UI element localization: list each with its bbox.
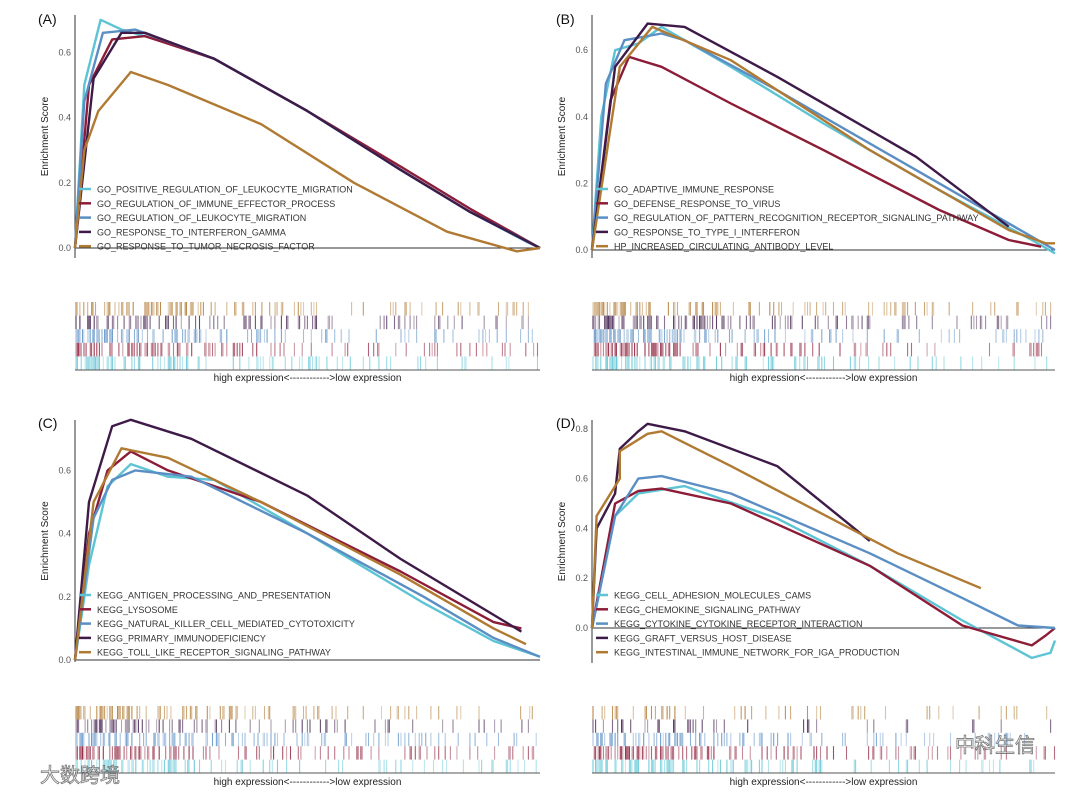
y-tick-label: 0.0: [575, 245, 588, 255]
legend-label: KEGG_TOLL_LIKE_RECEPTOR_SIGNALING_PATHWA…: [97, 648, 331, 658]
series-line-cyan: [590, 484, 1057, 660]
panel-label: (A): [38, 11, 57, 27]
y-tick-label: 0.4: [575, 112, 588, 122]
rug-row-red: [75, 342, 539, 357]
series-line-purple: [590, 22, 1010, 251]
panel-c: (C) 0.0 0.2 0.4 0.6 Enrichment Score KEGG_ANTI…: [38, 415, 541, 788]
watermark-right: 中科生信: [955, 734, 1035, 757]
series-line-cyan: [73, 462, 541, 661]
rug-row-cyan: [592, 759, 1035, 773]
y-tick-label: 0.2: [575, 573, 588, 583]
rug-row-cyan: [75, 356, 539, 370]
legend-label: HP_INCREASED_CIRCULATING_ANTIBODY_LEVEL: [614, 242, 833, 252]
panel-label: (D): [556, 415, 575, 431]
legend-label: KEGG_GRAFT_VERSUS_HOST_DISEASE: [614, 633, 792, 643]
x-axis-label: high expression<------------>low express…: [214, 777, 402, 788]
legend-label: GO_DEFENSE_RESPONSE_TO_VIRUS: [614, 199, 780, 209]
series-line-blue: [590, 474, 1056, 630]
series-line-brown: [73, 70, 541, 253]
x-axis-label: high expression<------------>low express…: [730, 373, 918, 384]
rug-row-purple: [592, 719, 1052, 733]
watermark-left: 大数跨境: [40, 764, 120, 787]
y-tick-label: 0.6: [575, 474, 588, 484]
rug-row-blue: [75, 732, 537, 747]
rug-row-brown: [592, 302, 1052, 316]
y-axis-label: Enrichment Score: [40, 96, 51, 176]
y-axis-label: Enrichment Score: [557, 96, 568, 176]
panel-label: (B): [556, 11, 575, 27]
rug-row-blue: [75, 329, 533, 343]
x-axis-label: high expression<------------>low express…: [730, 777, 918, 788]
legend-label: KEGG_CELL_ADHESION_MOLECULES_CAMS: [614, 591, 811, 601]
y-tick-label: 0.8: [575, 424, 588, 434]
y-tick-label: 0.6: [575, 45, 588, 55]
y-tick-label: 0.6: [58, 465, 71, 475]
legend-label: KEGG_CYTOKINE_CYTOKINE_RECEPTOR_INTERACT…: [614, 619, 863, 629]
rug-row-purple: [592, 315, 1052, 330]
y-tick-label: 0.0: [58, 655, 71, 665]
legend-label: KEGG_INTESTINAL_IMMUNE_NETWORK_FOR_IGA_P…: [614, 648, 900, 658]
legend-label: KEGG_NATURAL_KILLER_CELL_MEDIATED_CYTOTO…: [97, 619, 355, 629]
panel-b: (B) 0.0 0.2 0.4 0.6 Enrichment Score GO_ADAPTI…: [556, 11, 1056, 384]
rug-row-brown: [75, 302, 529, 316]
rug-row-cyan: [75, 759, 537, 773]
legend-label: GO_ADAPTIVE_IMMUNE_RESPONSE: [614, 185, 774, 195]
rug-row-red: [593, 746, 1056, 760]
legend-label: KEGG_ANTIGEN_PROCESSING_AND_PRESENTATION: [97, 591, 331, 601]
legend-label: KEGG_CHEMOKINE_SIGNALING_PATHWAY: [614, 605, 801, 615]
legend-label: GO_RESPONSE_TO_TUMOR_NECROSIS_FACTOR: [97, 242, 315, 252]
y-tick-label: 0.4: [58, 113, 71, 123]
y-axis-label: Enrichment Score: [40, 501, 51, 581]
rug-row-red: [593, 342, 1043, 357]
series-line-purple: [590, 422, 871, 629]
legend-label: GO_REGULATION_OF_PATTERN_RECOGNITION_REC…: [614, 213, 979, 223]
panel-a: (A) 0.0 0.2 0.4 0.6 Enrichment Score GO_POSITI…: [38, 11, 541, 384]
legend-label: GO_REGULATION_OF_LEUKOCYTE_MIGRATION: [97, 213, 306, 223]
panel-d: (D) 0.0 0.2 0.4 0.6 0.8 Enrichment Score KEGG_C…: [556, 415, 1057, 788]
y-tick-label: 0.2: [58, 592, 71, 602]
rug-row-blue: [593, 329, 1044, 343]
legend-label: GO_RESPONSE_TO_TYPE_I_INTERFERON: [614, 227, 800, 237]
legend-label: GO_REGULATION_OF_IMMUNE_EFFECTOR_PROCESS: [97, 199, 335, 209]
y-axis-label: Enrichment Score: [557, 501, 568, 581]
series-line-brown: [73, 447, 527, 661]
series-line-purple: [73, 31, 541, 250]
legend-label: GO_RESPONSE_TO_INTERFERON_GAMMA: [97, 227, 286, 237]
y-tick-label: 0.0: [58, 243, 71, 253]
rug-row-purple: [75, 719, 529, 733]
series-line-blue: [73, 469, 541, 661]
y-tick-label: 0.2: [58, 178, 71, 188]
series-line-brown: [590, 25, 1055, 251]
y-tick-label: 0.2: [575, 178, 588, 188]
y-tick-label: 0.4: [58, 529, 71, 539]
y-tick-label: 0.4: [575, 523, 588, 533]
panel-label: (C): [38, 415, 57, 431]
legend-label: KEGG_LYSOSOME: [97, 605, 178, 615]
y-tick-label: 0.6: [58, 47, 71, 57]
rug-row-red: [75, 746, 535, 760]
x-axis-label: high expression<------------>low express…: [214, 373, 402, 384]
rug-row-brown: [592, 706, 1048, 720]
legend-label: KEGG_PRIMARY_IMMUNODEFICIENCY: [97, 633, 266, 643]
series-line-brown: [590, 430, 982, 629]
rug-row-purple: [75, 315, 529, 330]
rug-row-cyan: [592, 356, 1048, 370]
rug-row-brown: [75, 706, 533, 720]
y-tick-label: 0.0: [575, 623, 588, 633]
series-line-purple: [73, 418, 523, 661]
legend-label: GO_POSITIVE_REGULATION_OF_LEUKOCYTE_MIGR…: [97, 185, 353, 195]
rug-row-blue: [592, 732, 1026, 747]
